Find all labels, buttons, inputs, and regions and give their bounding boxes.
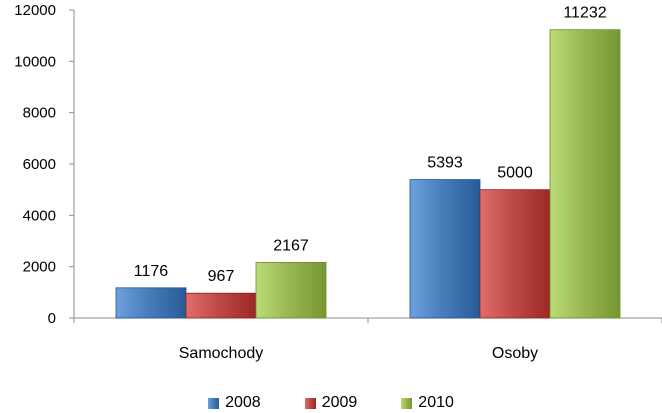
data-label: 5393 bbox=[427, 155, 463, 172]
y-tick-label: 8000 bbox=[23, 105, 56, 122]
bar-2009-samochody bbox=[185, 292, 257, 319]
x-category-label: Samochody bbox=[179, 345, 264, 362]
chart-axes: 0 2000 4000 6000 8000 10000 12000 bbox=[14, 2, 662, 327]
y-tick-label: 6000 bbox=[23, 156, 56, 173]
legend-item-2009: 2009 bbox=[304, 394, 358, 412]
legend-swatch bbox=[304, 397, 316, 409]
x-category-label: Osoby bbox=[492, 345, 538, 362]
bar-2010-osoby bbox=[549, 29, 621, 319]
chart-bars bbox=[115, 29, 621, 319]
legend-item-2008: 2008 bbox=[208, 394, 261, 412]
bar-2008-samochody bbox=[115, 287, 187, 319]
y-tick-label: 4000 bbox=[23, 207, 56, 224]
legend-label: 2009 bbox=[321, 394, 358, 411]
y-tick-label: 2000 bbox=[23, 259, 56, 276]
bar-2008-osoby bbox=[409, 179, 481, 319]
y-tick-label: 10000 bbox=[14, 53, 56, 70]
data-label: 967 bbox=[208, 268, 235, 285]
legend-label: 2010 bbox=[418, 394, 454, 411]
legend-label: 2008 bbox=[225, 394, 261, 411]
bar-2010-samochody bbox=[255, 261, 327, 319]
y-tick-label: 12000 bbox=[14, 2, 56, 19]
chart-labels: Samochody 1176 967 2167 Osoby 5393 5000 11232 bbox=[134, 5, 607, 362]
data-label: 2167 bbox=[273, 237, 309, 254]
legend-swatch bbox=[208, 397, 220, 409]
y-tick-label: 0 bbox=[48, 310, 56, 327]
legend-swatch bbox=[401, 397, 413, 409]
data-label: 5000 bbox=[497, 165, 533, 182]
legend-item-2010: 2010 bbox=[401, 394, 454, 412]
legend: 2008 2009 2010 bbox=[0, 393, 662, 413]
data-label: 11232 bbox=[563, 5, 606, 22]
data-label: 1176 bbox=[134, 263, 169, 280]
bar-2009-osoby bbox=[479, 189, 551, 319]
